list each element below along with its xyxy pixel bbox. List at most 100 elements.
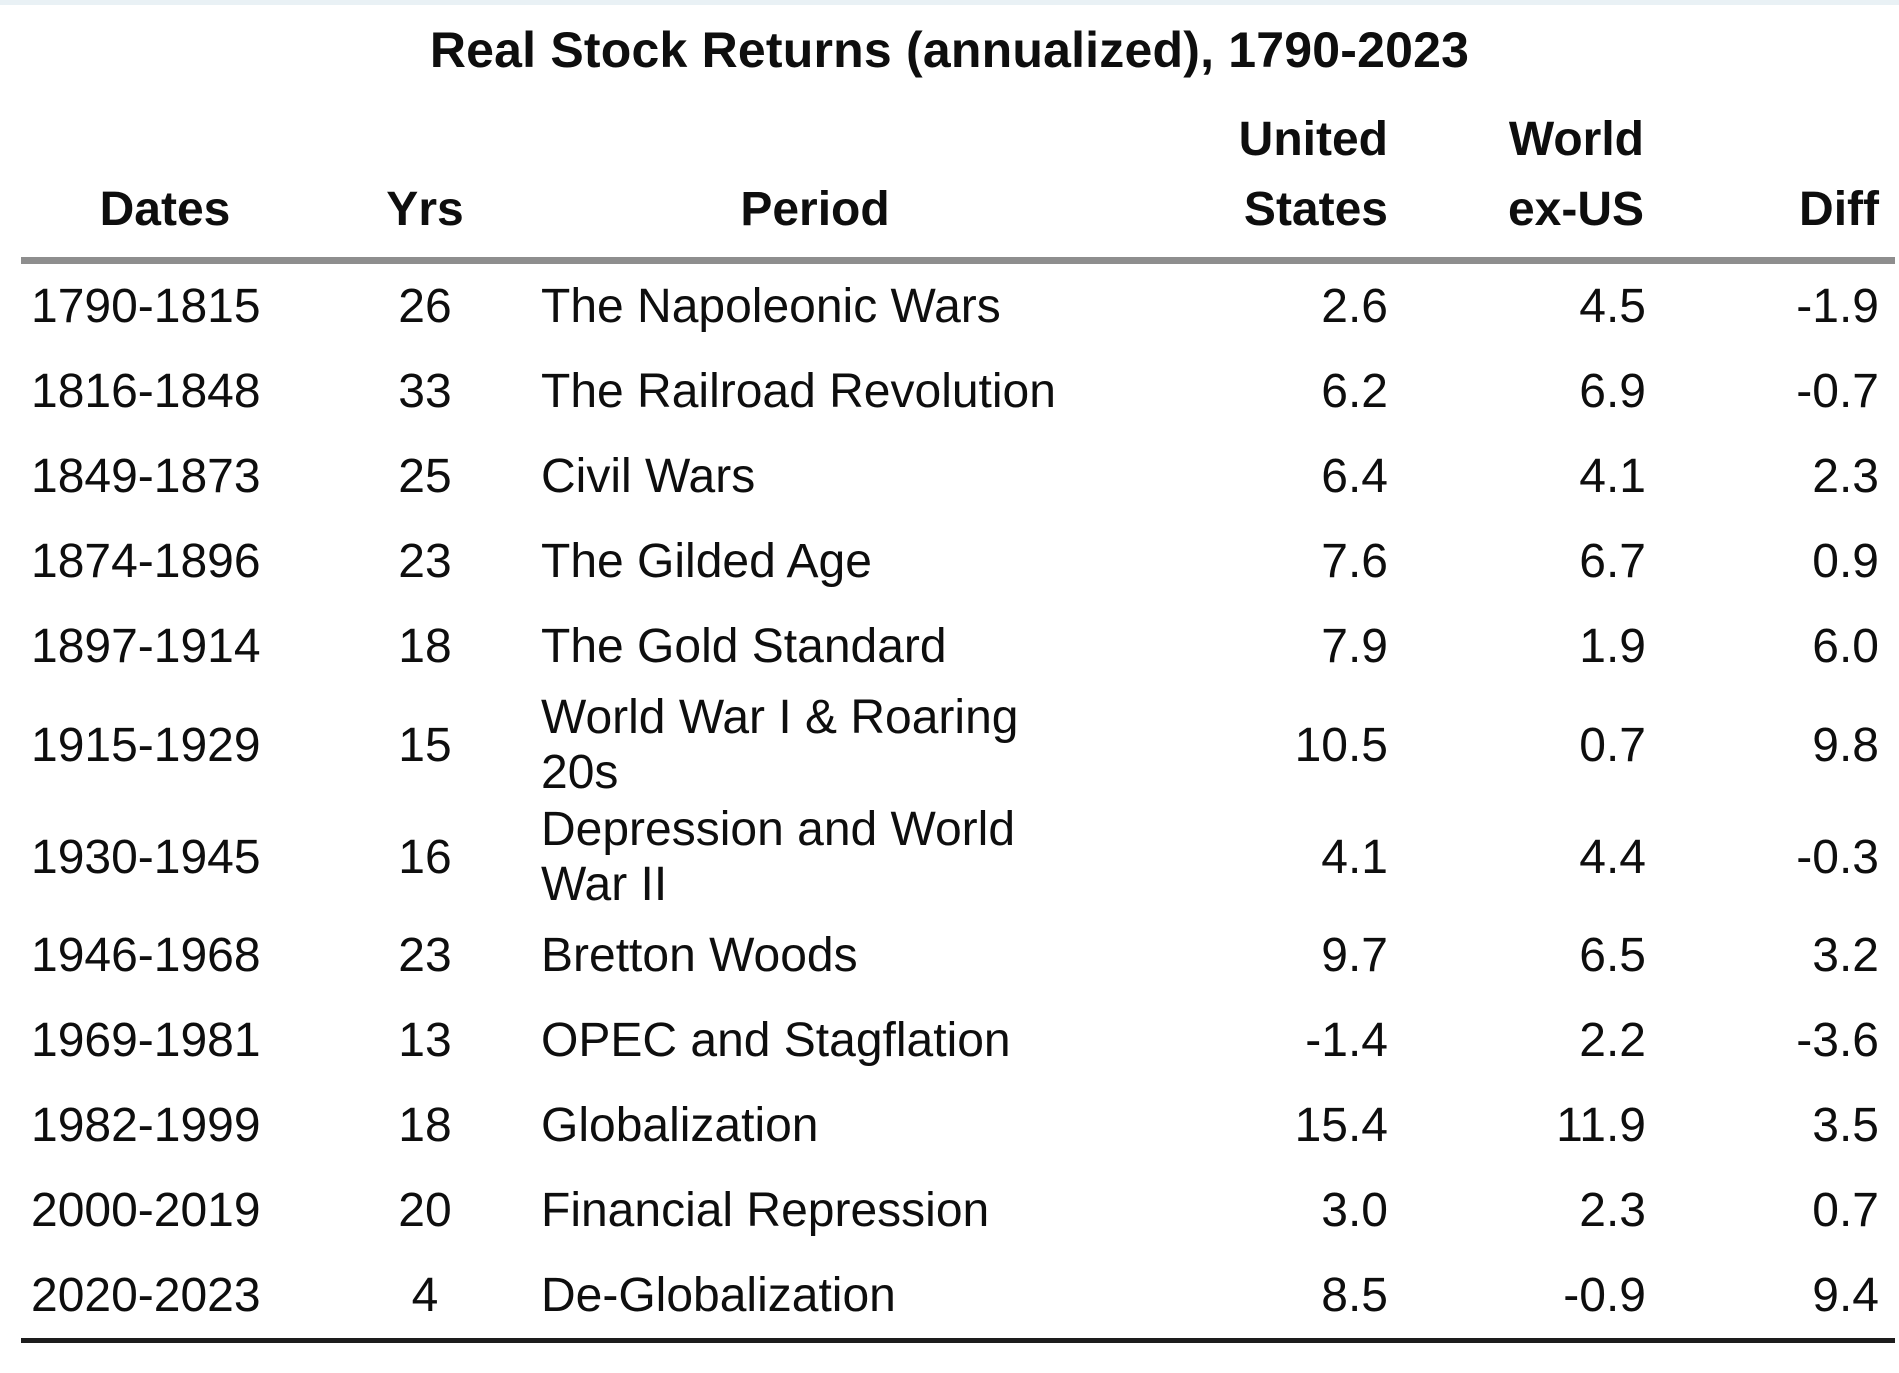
cell-us: -1.4: [1305, 1014, 1388, 1067]
cell-period: The Napoleonic Wars: [541, 280, 1001, 333]
table-row: 1982-1999 18 Globalization 15.4 11.9 3.5: [21, 1083, 1895, 1168]
cell-dates: 1930-1945: [31, 830, 261, 884]
cell-us: 4.1: [1321, 830, 1388, 884]
cell-yrs: 33: [398, 365, 452, 418]
cell-yrs: 18: [398, 620, 452, 673]
cell-us: 9.7: [1321, 929, 1388, 982]
cell-diff: 9.4: [1812, 1269, 1879, 1322]
cell-yrs: 13: [398, 1014, 452, 1067]
column-header-label-line-2: ex-US: [1507, 183, 1644, 236]
cell-period: OPEC and Stagflation: [541, 1014, 1011, 1067]
cell-world: 1.9: [1579, 620, 1646, 673]
cell-world: -0.9: [1563, 1269, 1646, 1322]
cell-us: 7.9: [1321, 620, 1388, 673]
header-row: Dates Yrs Period United States World ex-…: [21, 79, 1895, 264]
cell-dates: 1874-1896: [31, 535, 261, 588]
column-header-label: Period: [740, 183, 890, 236]
cell-world: 6.9: [1579, 365, 1646, 418]
cell-period: Civil Wars: [541, 450, 756, 503]
column-header-period: Period: [540, 79, 1090, 264]
column-header-world-ex-us: World ex-US: [1400, 79, 1658, 264]
cell-diff: 3.5: [1812, 1099, 1879, 1152]
cell-us: 6.2: [1321, 365, 1388, 418]
average-cell-yrs: 20: [310, 1338, 540, 1373]
cell-us: 3.0: [1321, 1184, 1388, 1237]
cell-diff: -1.9: [1796, 280, 1879, 333]
cell-dates: 1790-1815: [31, 280, 261, 333]
table-row: 1946-1968 23 Bretton Woods 9.7 6.5 3.2: [21, 913, 1895, 998]
column-header-yrs: Yrs: [310, 79, 540, 264]
returns-table: Dates Yrs Period United States World ex-…: [21, 79, 1895, 1373]
cell-dates: 1946-1968: [31, 929, 261, 982]
cell-yrs: 20: [398, 1184, 452, 1237]
cell-world: 4.4: [1579, 830, 1646, 884]
cell-dates: 1969-1981: [31, 1014, 261, 1067]
average-cell-diff: 2.4: [1658, 1338, 1895, 1373]
cell-yrs: 15: [398, 718, 452, 772]
cell-dates: 2020-2023: [31, 1269, 261, 1322]
cell-dates: 1849-1873: [31, 450, 261, 503]
column-header-diff: Diff: [1658, 79, 1895, 264]
average-cell-united-states: 6.7: [1090, 1338, 1400, 1373]
cell-diff: 2.3: [1812, 450, 1879, 503]
cell-diff: 0.7: [1812, 1184, 1879, 1237]
cell-us: 15.4: [1294, 1099, 1388, 1152]
cell-us: 8.5: [1321, 1269, 1388, 1322]
cell-diff: 9.8: [1812, 718, 1879, 772]
cell-diff: -0.7: [1796, 365, 1879, 418]
column-header-label-line-1: World: [1508, 113, 1644, 166]
cell-period: De-Globalization: [541, 1269, 896, 1322]
cell-diff: 6.0: [1812, 620, 1879, 673]
average-cell-period: AVERAGE: [540, 1338, 1090, 1373]
cell-yrs: 26: [398, 280, 452, 333]
table-row: 2000-2019 20 Financial Repression 3.0 2.3 0.7: [21, 1168, 1895, 1253]
cell-period: The Railroad Revolution: [541, 365, 1056, 418]
cell-yrs: 16: [398, 830, 452, 884]
table-row: 1790-1815 26 The Napoleonic Wars 2.6 4.5 -1.9: [21, 261, 1895, 350]
table-row: 1897-1914 18 The Gold Standard 7.9 1.9 6.0: [21, 604, 1895, 689]
cell-dates: 2000-2019: [31, 1184, 261, 1237]
cell-world: 2.2: [1579, 1014, 1646, 1067]
table-row: 1969-1981 13 OPEC and Stagflation -1.4 2.2 -3…: [21, 998, 1895, 1083]
cell-dates: 1982-1999: [31, 1099, 261, 1152]
column-header-dates: Dates: [21, 79, 310, 264]
table-row: 1874-1896 23 The Gilded Age 7.6 6.7 0.9: [21, 519, 1895, 604]
column-header-label-line-1: United: [1238, 113, 1388, 166]
cell-period: Globalization: [541, 1099, 819, 1152]
column-header-label-line-2: States: [1243, 183, 1388, 236]
cell-diff: 3.2: [1812, 929, 1879, 982]
cell-period: World War I & Roaring 20s: [541, 691, 1019, 799]
table-row: 1849-1873 25 Civil Wars 6.4 4.1 2.3: [21, 434, 1895, 519]
cell-world: 11.9: [1556, 1099, 1646, 1152]
cell-dates: 1897-1914: [31, 620, 261, 673]
column-header-label: Yrs: [386, 183, 464, 236]
table-row: 1816-1848 33 The Railroad Revolution 6.2 6.9…: [21, 349, 1895, 434]
table-row: 1915-1929 15 World War I & Roaring 20s 10.5…: [21, 689, 1895, 801]
cell-yrs: 25: [398, 450, 452, 503]
top-edge-strip: [0, 0, 1899, 5]
cell-yrs: 23: [398, 535, 452, 588]
average-cell-world-ex-us: 4.3: [1400, 1338, 1658, 1373]
cell-period: The Gilded Age: [541, 535, 872, 588]
cell-world: 4.5: [1579, 280, 1646, 333]
table-body: 1790-1815 26 The Napoleonic Wars 2.6 4.5 -1.9…: [21, 261, 1895, 1341]
average-cell-dates: [21, 1338, 310, 1373]
cell-diff: 0.9: [1812, 535, 1879, 588]
cell-dates: 1915-1929: [31, 718, 261, 772]
table-title: Real Stock Returns (annualized), 1790-20…: [429, 22, 1470, 78]
cell-world: 6.7: [1579, 535, 1646, 588]
column-header-united-states: United States: [1090, 79, 1400, 264]
cell-world: 2.3: [1579, 1184, 1646, 1237]
cell-period: Financial Repression: [541, 1184, 990, 1237]
cell-period: The Gold Standard: [541, 620, 947, 673]
table-row: 1930-1945 16 Depression and World War II 4.…: [21, 801, 1895, 913]
cell-period: Depression and World War II: [541, 803, 1016, 911]
column-header-label: Dates: [99, 183, 231, 236]
cell-us: 7.6: [1321, 535, 1388, 588]
cell-world: 0.7: [1579, 718, 1646, 772]
cell-us: 2.6: [1321, 280, 1388, 333]
cell-period: Bretton Woods: [541, 929, 858, 982]
column-header-label: Diff: [1799, 183, 1879, 236]
table-row: 2020-2023 4 De-Globalization 8.5 -0.9 9.4: [21, 1253, 1895, 1341]
